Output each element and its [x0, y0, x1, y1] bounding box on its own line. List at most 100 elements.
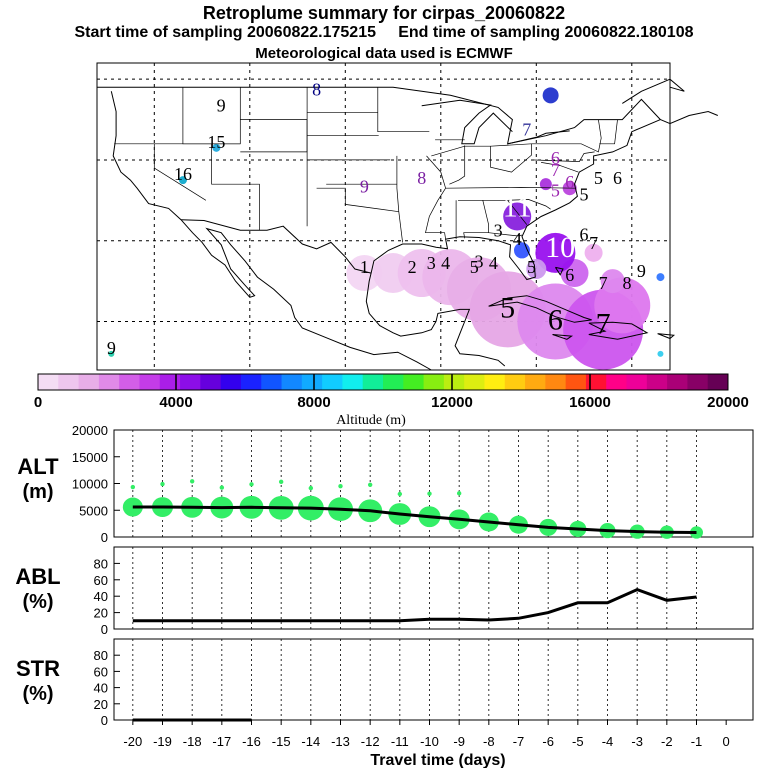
- plume-day-label: 5: [580, 184, 589, 204]
- colorbar-swatch: [301, 374, 323, 390]
- plume-day-label: 10: [545, 231, 575, 264]
- altitude-spread-dot: [130, 484, 136, 490]
- colorbar-swatch: [525, 374, 546, 390]
- y-tick-label: 15000: [72, 450, 108, 465]
- y-tick-label: 40: [94, 681, 108, 696]
- y-tick-label: 20000: [72, 423, 108, 438]
- state-border: [488, 232, 523, 237]
- plume-day-label: 7: [551, 160, 560, 180]
- plume-day-label: 16: [174, 164, 192, 184]
- plume-day-label: 9: [107, 338, 116, 358]
- altitude-colorbar: 0 4000 8000 12000 16000 20000: [34, 373, 749, 411]
- colorbar-swatch: [484, 374, 506, 390]
- y-axis-unit: (m): [22, 481, 53, 503]
- plume-day-label: 6: [551, 148, 560, 168]
- time-series-panels: 05000100001500020000ALT(m)020406080ABL(%…: [15, 423, 754, 728]
- travel-time-axis: -20 -19 -18 -17 -16 -15 -14 -13 -12 -11 -10 -9 -8 -7-…: [123, 720, 730, 768]
- coastline: [488, 295, 592, 323]
- altitude-spread-dot: [278, 479, 284, 485]
- colorbar-swatch: [585, 374, 607, 390]
- colorbar-swatch: [667, 374, 688, 390]
- colorbar-swatch: [362, 374, 384, 390]
- plume-bubble: [535, 232, 576, 273]
- series-line: [132, 587, 697, 623]
- plume-day-label: 7: [599, 273, 608, 293]
- colorbar-swatch: [240, 374, 262, 390]
- altitude-spread-dot: [308, 485, 314, 491]
- colorbar-swatch: [707, 374, 729, 390]
- colorbar-swatch: [423, 374, 445, 390]
- state-border: [541, 162, 579, 173]
- plume-day-label: 15: [207, 132, 225, 152]
- colorbar-tick-label: 12000: [431, 394, 473, 411]
- colorbar-swatch: [139, 374, 161, 390]
- y-tick-label: 20: [94, 697, 108, 712]
- coastline: [657, 333, 676, 340]
- coastlines: [97, 78, 718, 371]
- plume-bubble: [657, 350, 664, 357]
- colorbar-swatch: [98, 374, 120, 390]
- coastline: [588, 321, 649, 340]
- colorbar-swatch: [383, 374, 404, 390]
- plume-bubble: [542, 87, 559, 104]
- plume-day-label: 8: [417, 168, 426, 188]
- plume-day-label: 8: [623, 273, 632, 293]
- plume-bubble: [178, 176, 187, 185]
- x-tick-label: -8: [483, 734, 495, 749]
- plume-day-label: 3: [494, 221, 503, 241]
- x-tick-label: -1: [691, 734, 703, 749]
- y-tick-label: 0: [101, 530, 108, 545]
- x-tick-label: -16: [242, 734, 261, 749]
- y-tick-label: 80: [94, 648, 108, 663]
- x-tick-label: -14: [301, 734, 320, 749]
- panel-frame: [113, 546, 754, 630]
- y-axis-label: STR: [16, 656, 60, 681]
- coastline: [365, 119, 661, 367]
- state-border: [507, 200, 528, 225]
- state-border: [431, 143, 532, 157]
- x-tick-label: -4: [602, 734, 614, 749]
- y-tick-label: 0: [101, 622, 108, 637]
- colorbar-swatch: [342, 374, 364, 390]
- x-tick-label: -3: [631, 734, 643, 749]
- plume-day-label: 5: [551, 180, 560, 200]
- x-tick-label: -20: [123, 734, 142, 749]
- colorbar-swatch: [646, 374, 668, 390]
- altitude-spread-dot: [219, 485, 225, 490]
- plume-day-label: 4: [489, 253, 498, 273]
- plume-day-label: 6: [580, 225, 589, 245]
- state-border: [377, 87, 430, 133]
- plume-day-label: 3: [475, 251, 484, 271]
- altitude-spread-dot: [427, 491, 432, 496]
- sampling-times: Start time of sampling 20060822.175215 E…: [0, 24, 768, 42]
- x-tick-label: -17: [212, 734, 231, 749]
- y-axis-label: ALT: [17, 454, 59, 479]
- x-tick-label: -18: [183, 734, 202, 749]
- panel-alt: 0 5000 10000 15000 20000 ALT(m): [17, 423, 754, 545]
- plume-day-label: 7: [596, 308, 611, 341]
- x-tick-label: -6: [542, 734, 554, 749]
- colorbar-swatch: [200, 374, 222, 390]
- chart-title: Retroplume summary for cirpas_20060822: [202, 3, 566, 23]
- plume-day-label: 6: [548, 304, 563, 337]
- colorbar-tick-label: 4000: [159, 394, 192, 411]
- x-tick-label: -12: [361, 734, 380, 749]
- colorbar-swatch: [261, 374, 283, 390]
- colorbar-swatch: [687, 374, 709, 390]
- colorbar-swatch: [281, 374, 303, 390]
- colorbar-swatch: [58, 374, 80, 390]
- colorbar-swatch: [504, 374, 526, 390]
- plume-day-label: 4: [441, 253, 450, 273]
- altitude-spread-dot: [338, 483, 343, 489]
- state-border: [396, 155, 403, 243]
- colorbar-swatch: [403, 374, 425, 390]
- plume-day-label: 11: [503, 191, 532, 224]
- colorbar-tick-label: 20000: [707, 394, 749, 411]
- plume-day-label: 7: [522, 120, 531, 140]
- plume-bubble: [526, 259, 547, 280]
- x-tick-label: -2: [661, 734, 673, 749]
- altitude-spread-dot: [189, 479, 195, 484]
